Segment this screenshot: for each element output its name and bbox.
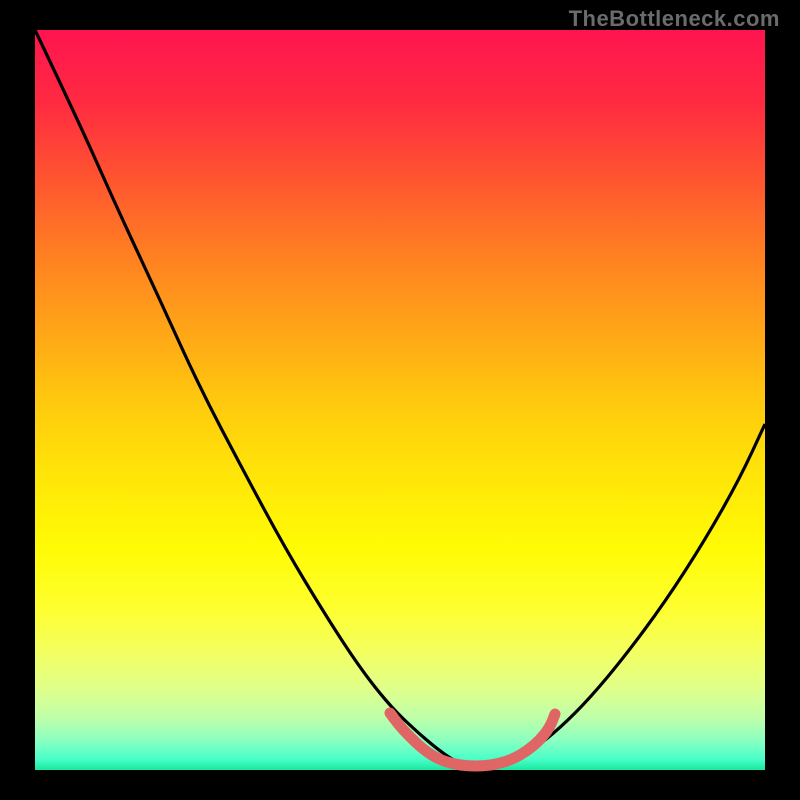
bottleneck-chart bbox=[0, 0, 800, 800]
gradient-background bbox=[35, 30, 765, 770]
chart-frame: TheBottleneck.com bbox=[0, 0, 800, 800]
